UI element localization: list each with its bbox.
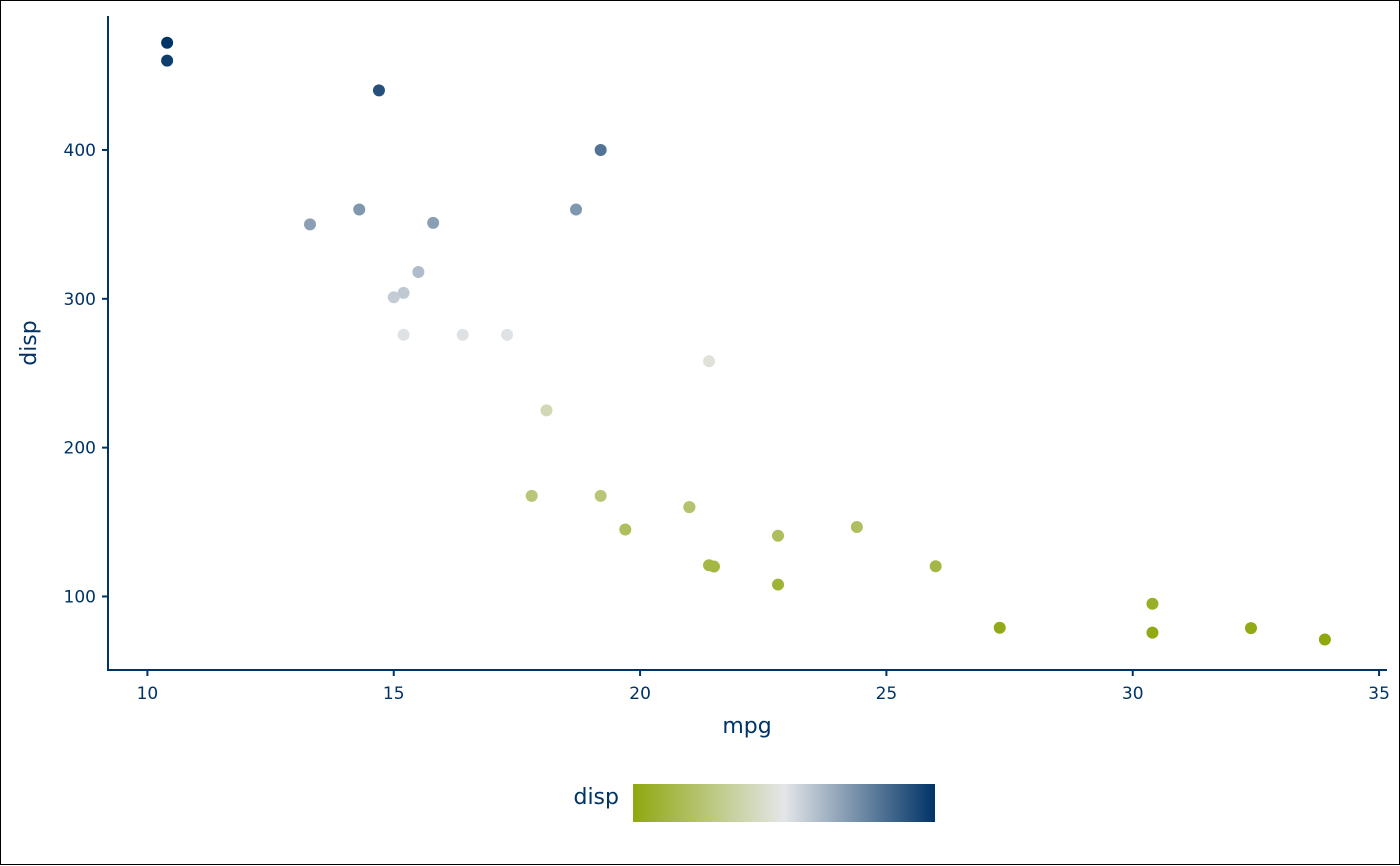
data-point-28 <box>1146 597 1159 610</box>
y-tick-label-300: 300 <box>64 290 96 310</box>
data-point-7 <box>353 203 366 216</box>
data-point-13 <box>501 328 514 341</box>
data-point-2 <box>683 501 696 514</box>
data-point-9 <box>772 529 785 542</box>
x-tick-label-10: 10 <box>137 684 159 704</box>
data-point-8 <box>850 520 863 533</box>
data-point-27 <box>929 560 942 573</box>
x-tick-label-35: 35 <box>1368 684 1390 704</box>
data-point-5 <box>570 203 583 216</box>
data-point-25 <box>594 143 607 156</box>
data-point-24 <box>303 218 316 231</box>
data-point-12 <box>456 328 469 341</box>
legend-colorbar <box>633 784 935 822</box>
data-point-14 <box>397 328 410 341</box>
data-point-29 <box>427 216 440 229</box>
x-axis-title: mpg <box>722 714 771 739</box>
legend-title: disp <box>573 785 619 810</box>
data-point-17 <box>372 84 385 97</box>
x-tick-label-30: 30 <box>1122 684 1144 704</box>
data-point-6 <box>540 404 553 417</box>
data-point-4 <box>703 355 716 368</box>
data-point-23 <box>397 286 410 299</box>
x-ticks: 10 15 20 25 30 35 <box>137 670 1390 704</box>
points-layer <box>161 36 1331 646</box>
x-tick-label-20: 20 <box>629 684 651 704</box>
y-axis-title: disp <box>17 320 42 366</box>
data-point-18 <box>1244 622 1257 635</box>
data-point-22 <box>412 266 425 279</box>
data-point-15 <box>161 36 174 49</box>
data-point-20 <box>1318 633 1331 646</box>
data-point-26 <box>993 621 1006 634</box>
y-tick-label-200: 200 <box>64 439 96 459</box>
data-point-3 <box>772 578 785 591</box>
data-point-10 <box>594 489 607 502</box>
data-point-31 <box>387 291 400 304</box>
y-tick-label-400: 400 <box>64 141 96 161</box>
data-point-11 <box>525 489 538 502</box>
x-tick-label-25: 25 <box>876 684 898 704</box>
x-tick-label-15: 15 <box>383 684 405 704</box>
y-tick-label-100: 100 <box>64 587 96 607</box>
data-point-19 <box>1146 626 1159 639</box>
data-point-32 <box>703 559 716 572</box>
data-point-30 <box>619 523 632 536</box>
y-ticks: 100 200 300 400 <box>64 141 108 607</box>
data-point-16 <box>161 54 174 67</box>
